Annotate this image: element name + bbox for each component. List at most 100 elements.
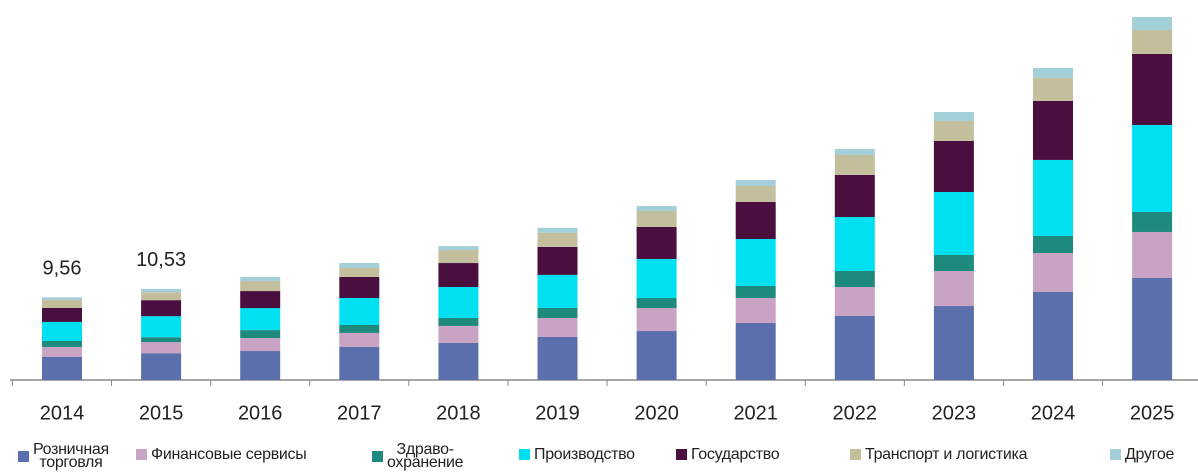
legend-swatch: [18, 450, 29, 462]
bar-segment: [1132, 231, 1173, 279]
x-tick-label: 2022: [833, 402, 878, 424]
bar-segment: [735, 285, 776, 298]
bar-segment: [834, 217, 875, 271]
bar-segment: [438, 325, 479, 343]
bar-segment: [438, 317, 479, 326]
legend-label: Розничная торговля: [33, 441, 109, 471]
bar-segment: [636, 331, 677, 380]
legend-label: Производство: [534, 446, 635, 463]
x-tick-label: 2019: [535, 402, 580, 424]
bar-segment: [240, 281, 281, 292]
bar-segment: [933, 254, 974, 271]
bar-segment: [42, 340, 82, 347]
bar-segment: [1132, 29, 1173, 54]
legend-item: Розничная торговля: [18, 441, 109, 471]
bar-segment: [735, 185, 776, 202]
x-tick-label: 2020: [634, 402, 679, 424]
bar-segment: [42, 299, 82, 308]
x-tick-label: 2015: [139, 402, 184, 424]
bar-segment: [42, 356, 82, 380]
bar-segment: [240, 291, 281, 309]
bar-segment: [141, 337, 182, 343]
bar-segment: [834, 287, 875, 316]
bar-segment: [537, 246, 578, 275]
legend-label: Государство: [691, 446, 780, 463]
bar-segment: [1033, 253, 1073, 293]
total-label: 10,53: [136, 249, 186, 271]
bar-segment: [1132, 278, 1173, 380]
bar-segment: [735, 201, 776, 239]
bar-segment: [735, 322, 776, 380]
bar-segment: [537, 274, 578, 308]
bar-segment: [42, 297, 82, 300]
bar-segment: [537, 337, 578, 380]
legend-item: Другое: [1110, 446, 1175, 463]
bar-segment: [438, 287, 479, 318]
legend-label: Другое: [1125, 446, 1175, 463]
bar-segment: [1033, 159, 1073, 236]
bar-segment: [240, 277, 281, 282]
bar-segment: [339, 262, 380, 268]
bar-segment: [339, 276, 380, 298]
bar-segment: [636, 210, 677, 227]
bar-segment: [438, 263, 479, 287]
bar-segment: [141, 353, 182, 380]
bar-segment: [240, 338, 281, 352]
legend-swatch: [676, 449, 687, 460]
bar-segment: [537, 227, 578, 233]
bar-segment: [834, 315, 875, 380]
x-tick-label: 2017: [337, 402, 382, 424]
bar-segment: [1132, 16, 1173, 30]
bar-segment: [834, 154, 875, 175]
bar-segment: [438, 246, 479, 251]
bar-segment: [636, 205, 677, 211]
x-tick-label: 2018: [436, 402, 481, 424]
bar-segment: [141, 316, 182, 338]
bar-segment: [1033, 292, 1073, 380]
bar-segment: [1033, 100, 1073, 160]
legend-item: Транспорт и логистика: [850, 446, 1028, 463]
legend-swatch: [1110, 449, 1121, 460]
bar-segment: [240, 308, 281, 331]
x-tick-label: 2023: [932, 402, 977, 424]
bar-segment: [834, 270, 875, 287]
bar-segment: [636, 226, 677, 259]
legend-label: Транспорт и логистика: [865, 446, 1028, 463]
bar-segment: [933, 270, 974, 307]
bar-segment: [636, 297, 677, 309]
bar-segment: [834, 149, 875, 155]
bar-segment: [141, 300, 182, 317]
legend-item: Финансовые сервисы: [136, 446, 307, 463]
x-tick-label: 2025: [1130, 402, 1175, 424]
legend-swatch: [136, 449, 147, 460]
x-tick-label: 2014: [40, 402, 85, 424]
bar-segment: [42, 307, 82, 322]
bar-segment: [1033, 77, 1073, 101]
bar-segment: [636, 258, 677, 298]
bar-segment: [834, 174, 875, 218]
bar-segment: [1132, 124, 1173, 212]
bar-segment: [339, 267, 380, 277]
bar-segment: [141, 292, 182, 301]
legend-item: Производство: [519, 446, 635, 463]
x-tick-label: 2021: [733, 402, 778, 424]
legend-swatch: [372, 450, 383, 462]
x-tick-label: 2024: [1031, 402, 1076, 424]
bar-segment: [240, 351, 281, 380]
bar-segment: [1132, 211, 1173, 232]
bar-segment: [537, 317, 578, 338]
legend-label: Здраво- охранение: [387, 441, 464, 471]
legend-label: Финансовые сервисы: [151, 446, 307, 463]
bar-segment: [735, 238, 776, 286]
bar-segment: [636, 308, 677, 332]
bar-segment: [141, 342, 182, 354]
bar-segment: [438, 250, 479, 264]
bar-segment: [933, 120, 974, 141]
total-label: 9,56: [43, 258, 82, 280]
bar-segment: [1132, 53, 1173, 125]
bar-segment: [537, 307, 578, 318]
legend-item: Государство: [676, 446, 780, 463]
legend-swatch: [850, 449, 861, 460]
